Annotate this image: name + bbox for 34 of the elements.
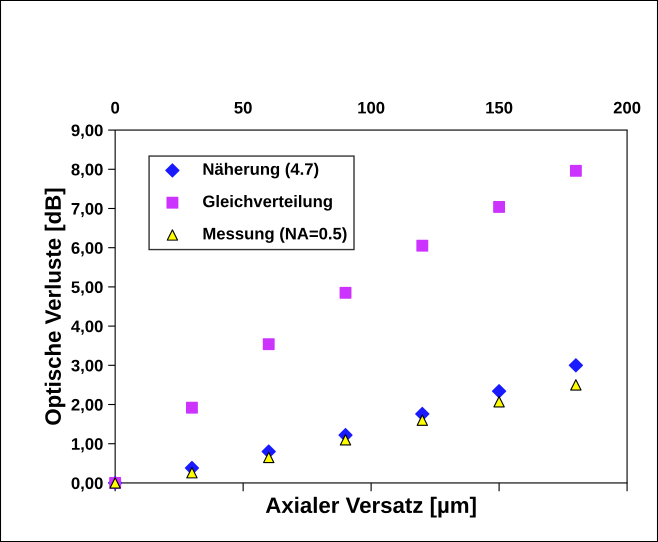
y-axis-title: Optische Verluste [dB] (44, 188, 66, 425)
x-tick-label: 50 (234, 102, 252, 114)
legend-label: Gleichverteilung (203, 195, 332, 211)
point (416, 414, 428, 426)
y-tick-label: 4,00 (71, 320, 103, 335)
point (263, 452, 274, 464)
y-tick-label: 9,00 (71, 124, 103, 139)
x-tick-label: 200 (614, 102, 640, 114)
point (416, 240, 428, 252)
legend-label: Messung (NA=0.5) (204, 227, 347, 243)
point (340, 434, 352, 446)
x-tick-label: 0 (111, 102, 120, 114)
point (492, 384, 506, 398)
x-tick-label: 150 (486, 102, 512, 114)
y-tick-label: 6,00 (72, 242, 103, 256)
point (262, 338, 275, 350)
x-axis-title: Axialer Versatz [µm] (266, 496, 476, 518)
y-tick-label: 5,00 (71, 281, 103, 296)
y-tick-label: 2,00 (71, 398, 103, 414)
y-tick-label: 1,00 (72, 438, 103, 452)
x-tick-label: 100 (358, 102, 384, 114)
legend-label: Näherung (4.7) (204, 162, 318, 178)
y-tick-label: 3,00 (71, 360, 103, 374)
point (568, 358, 584, 372)
point (186, 467, 198, 478)
point (493, 200, 506, 213)
point (340, 286, 352, 299)
point (570, 379, 582, 391)
point (570, 164, 582, 177)
point (493, 396, 505, 408)
y-tick-label: 7,00 (72, 202, 103, 218)
y-tick-label: 8,00 (71, 164, 103, 178)
y-tick-label: 0,00 (72, 477, 103, 492)
point (186, 402, 198, 414)
